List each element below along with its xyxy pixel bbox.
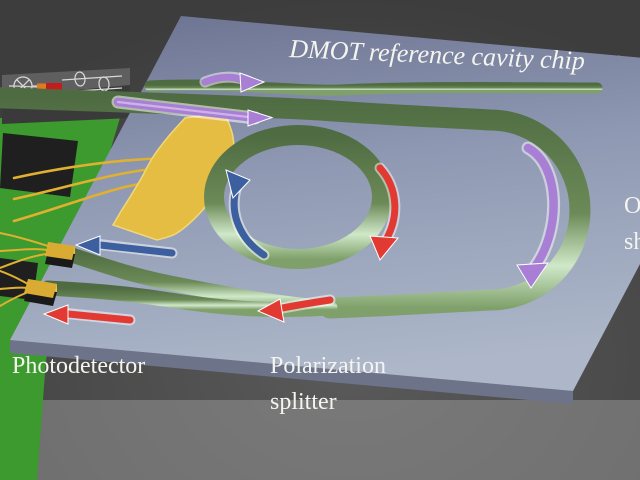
svg-text:Output: Output	[624, 193, 640, 219]
svg-text:Polarization: Polarization	[270, 353, 386, 379]
svg-text:shutter: shutter	[624, 229, 640, 255]
svg-text:splitter: splitter	[270, 389, 337, 415]
svg-text:Photodetector: Photodetector	[12, 353, 145, 379]
